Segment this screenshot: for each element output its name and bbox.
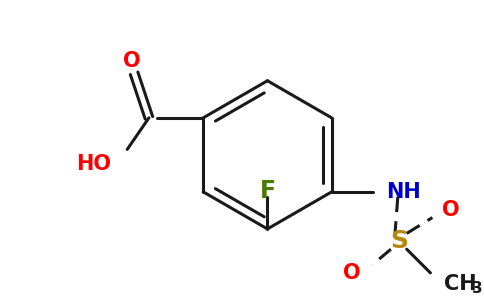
Text: F: F <box>259 179 275 203</box>
Text: S: S <box>390 229 408 253</box>
Text: NH: NH <box>386 182 421 202</box>
Text: O: O <box>343 263 360 283</box>
Text: HO: HO <box>76 154 111 174</box>
Text: O: O <box>123 52 141 71</box>
Text: O: O <box>442 200 460 220</box>
Text: 3: 3 <box>472 281 483 296</box>
Text: CH: CH <box>444 274 477 294</box>
